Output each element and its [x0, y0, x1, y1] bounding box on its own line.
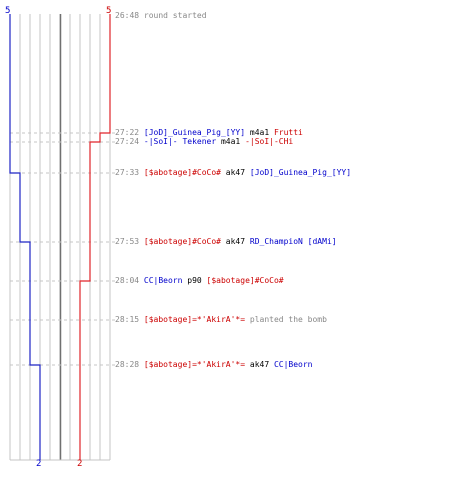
kill-row-6: 28:28 [$abotage]=*'AkirA'*= ak47 CC|Beor… [115, 360, 313, 370]
t-end-count: 2 [77, 459, 83, 469]
event-time: 27:22 [115, 128, 144, 137]
kill-row-4: 27:53 [$abotage]#CoCo# ak47 RD_ChampioN … [115, 237, 337, 247]
ct-player-name: CC|Beorn [143, 276, 183, 285]
event-time: 27:24 [115, 137, 144, 146]
weapon-name: ak47 [220, 168, 250, 177]
ct-alive-line [9, 14, 41, 460]
ct-player-name: CC|Beorn [273, 360, 313, 369]
t-player-name: [$abotage]#CoCo# [206, 276, 284, 285]
event-info: planted the bomb [245, 315, 327, 324]
event-time: 28:15 [115, 315, 144, 324]
round-start-row: 26:48 round started [115, 11, 207, 21]
t-player-name: [$abotage]#CoCo# [143, 237, 221, 246]
event-time: 28:04 [115, 276, 144, 285]
event-time: 26:48 [115, 11, 144, 20]
kill-row-1: 27:22 [JoD]_Guinea_Pig_[YY] m4a1 Frutti [115, 128, 303, 138]
t-start-count: 5 [106, 6, 112, 16]
ct-player-name: [JoD]_Guinea_Pig_[YY] [249, 168, 352, 177]
weapon-name: ak47 [245, 360, 274, 369]
t-player-name: [$abotage]#CoCo# [143, 168, 221, 177]
event-info: round started [143, 11, 207, 20]
t-player-name: [$abotage]=*'AkirA'*= [143, 360, 246, 369]
event-time: 27:53 [115, 237, 144, 246]
event-time: 27:33 [115, 168, 144, 177]
weapon-name: p90 [182, 276, 207, 285]
kill-row-3: 27:33 [$abotage]#CoCo# ak47 [JoD]_Guinea… [115, 168, 351, 178]
t-player-name: [$abotage]=*'AkirA'*= [143, 315, 246, 324]
ct-player-name: -|SoI|- Tekener [143, 137, 217, 146]
bomb-plant-row: 28:15 [$abotage]=*'AkirA'*= planted the … [115, 315, 327, 325]
kill-row-2: 27:24 -|SoI|- Tekener m4a1 -|SoI|-CHi [115, 137, 293, 147]
weapon-name: m4a1 [245, 128, 274, 137]
t-player-name: Frutti [273, 128, 303, 137]
ct-end-count: 2 [36, 459, 42, 469]
weapon-name: ak47 [220, 237, 250, 246]
event-time: 28:28 [115, 360, 144, 369]
ct-player-name: RD_ChampioN [dAMi] [249, 237, 337, 246]
kill-row-5: 28:04 CC|Beorn p90 [$abotage]#CoCo# [115, 276, 284, 286]
ct-start-count: 5 [5, 6, 11, 16]
t-alive-line [79, 14, 111, 460]
t-player-name: -|SoI|-CHi [245, 137, 294, 146]
ct-player-name: [JoD]_Guinea_Pig_[YY] [143, 128, 246, 137]
weapon-name: m4a1 [216, 137, 246, 146]
